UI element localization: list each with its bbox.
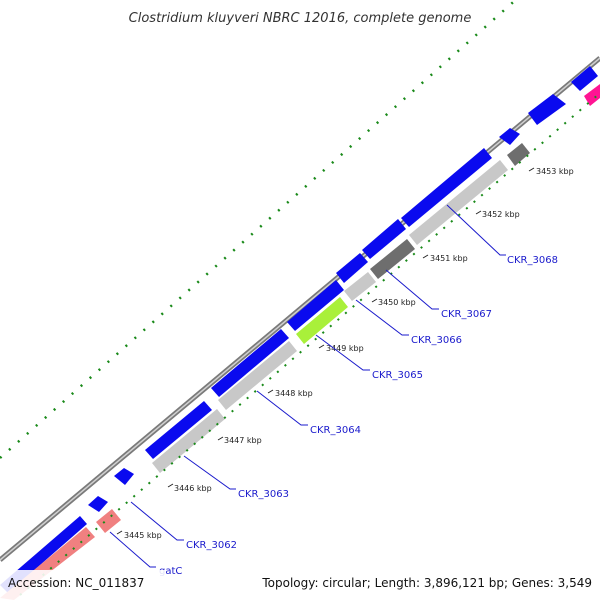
cds-forward[interactable] — [287, 280, 344, 331]
gene-label-gatc[interactable]: gatC — [159, 566, 182, 577]
cds-forward[interactable] — [571, 66, 598, 91]
tick-label: 3452 kbp — [482, 210, 520, 219]
cds-forward[interactable] — [362, 219, 406, 259]
gene-labels: gatC CKR_3062 CKR_3063 CKR_3064 CKR_3065… — [159, 255, 558, 577]
cds-reverse[interactable] — [218, 341, 297, 410]
accession-backdrop — [0, 570, 165, 600]
tick-label: 3445 kbp — [124, 531, 162, 540]
gene-label-ckr-3067[interactable]: CKR_3067 — [441, 309, 492, 320]
cds-dark[interactable] — [507, 143, 530, 166]
tick-label: 3449 kbp — [326, 344, 364, 353]
pink-feature[interactable] — [584, 84, 600, 106]
map-title: Clostridium kluyveri NBRC 12016, complet… — [129, 11, 472, 26]
accession-text: Accession: NC_011837 — [8, 576, 144, 590]
cds-forward[interactable] — [88, 496, 108, 512]
cds-forward[interactable] — [499, 128, 520, 145]
tick-label: 3446 kbp — [174, 484, 212, 493]
cds-highlight[interactable] — [296, 297, 348, 344]
cds-forward[interactable] — [528, 94, 566, 125]
cds-forward[interactable] — [336, 253, 368, 283]
tick-label: 3448 kbp — [275, 389, 313, 398]
tick-label: 3451 kbp — [430, 254, 468, 263]
cds-dark[interactable] — [370, 239, 415, 279]
kbp-ticks — [116, 167, 535, 535]
genome-summary-text: Topology: circular; Length: 3,896,121 bp… — [261, 576, 592, 590]
cds-reverse[interactable] — [409, 160, 508, 245]
tick-label: 3447 kbp — [224, 436, 262, 445]
gene-label-ckr-3064[interactable]: CKR_3064 — [310, 425, 361, 436]
cds-forward[interactable] — [401, 148, 492, 227]
gene-label-ckr-3068[interactable]: CKR_3068 — [507, 255, 558, 266]
cds-reverse[interactable] — [152, 409, 225, 473]
trna-gene[interactable] — [96, 509, 121, 533]
summary-backdrop — [255, 570, 600, 600]
cds-forward[interactable] — [211, 329, 289, 397]
tick-label: 3453 kbp — [536, 167, 574, 176]
kbp-labels: 3445 kbp 3446 kbp 3447 kbp 3448 kbp 3449… — [124, 167, 574, 540]
gene-label-ckr-3066[interactable]: CKR_3066 — [411, 335, 462, 346]
gene-label-ckr-3065[interactable]: CKR_3065 — [372, 370, 423, 381]
forward-strand-features — [0, 66, 598, 593]
gene-label-ckr-3062[interactable]: CKR_3062 — [186, 540, 237, 551]
tick-label: 3450 kbp — [378, 298, 416, 307]
cds-forward[interactable] — [114, 468, 134, 485]
inner-tick-ring — [19, 92, 600, 596]
cds-forward[interactable] — [145, 401, 212, 459]
outer-tick-ring — [0, 0, 518, 459]
gene-leader-lines — [109, 204, 506, 568]
cds-reverse[interactable] — [344, 272, 376, 301]
gene-label-ckr-3063[interactable]: CKR_3063 — [238, 489, 289, 500]
reverse-strand-features — [0, 84, 600, 600]
